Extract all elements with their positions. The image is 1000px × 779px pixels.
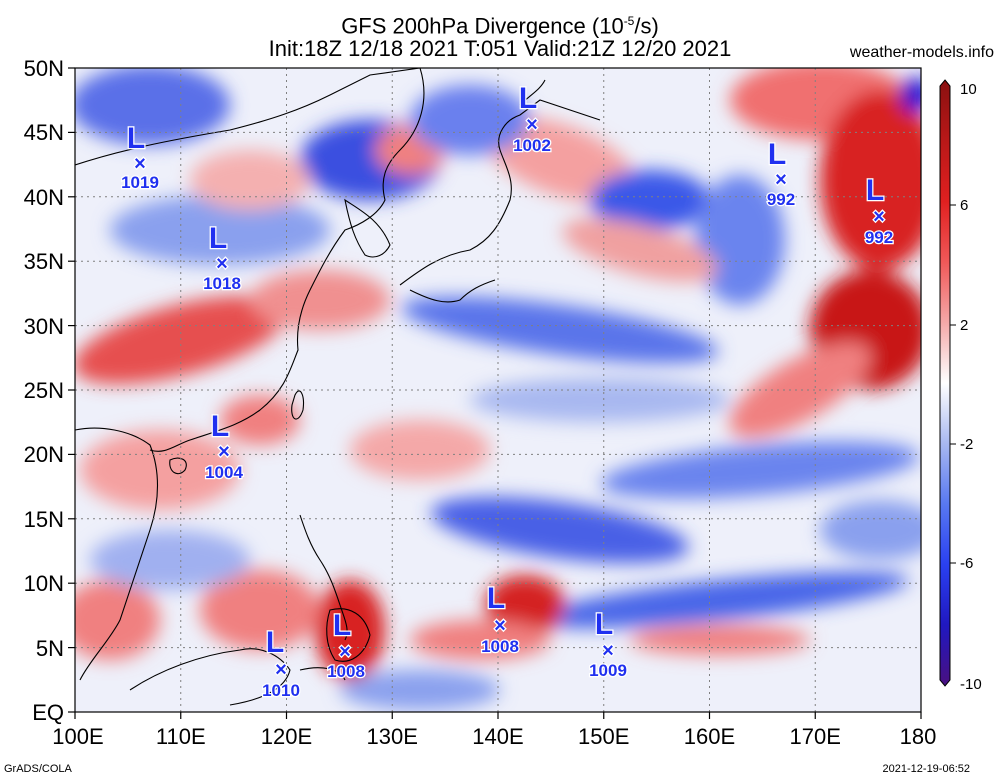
divergence-field <box>75 68 921 712</box>
lat-label: EQ <box>32 700 64 725</box>
colorbar-label: 10 <box>960 81 977 98</box>
pressure-value: 992 <box>865 228 893 247</box>
low-center: L × 1004 <box>204 409 245 484</box>
pressure-value: 1009 <box>589 661 627 680</box>
map-title: GFS 200hPa Divergence (10-5/s) <box>0 8 1000 39</box>
x-mark-icon: × <box>216 253 228 275</box>
lat-label: 45N <box>24 120 64 145</box>
site-credit: weather-models.info <box>849 44 994 61</box>
lat-label: 20N <box>24 442 64 467</box>
low-letter: L <box>487 582 505 615</box>
lat-labels: 50N 45N 40N 35N 30N 25N 20N 15N 10N 5N E… <box>24 56 64 725</box>
pressure-value: 1004 <box>205 463 243 482</box>
lat-label: 5N <box>36 636 64 661</box>
low-center: L × 1002 <box>512 81 552 157</box>
lat-label: 10N <box>24 571 64 596</box>
pressure-centers: L × 1019 L × 1002 L × 992 L × 992 L × 10… <box>120 81 895 702</box>
low-center: L × 1009 <box>588 607 628 682</box>
low-letter: L <box>211 410 229 443</box>
footer-timestamp: 2021-12-19-06:52 <box>882 763 970 775</box>
low-letter: L <box>866 174 884 207</box>
low-letter: L <box>209 222 227 255</box>
lat-label: 15N <box>24 507 64 532</box>
colorbar-label: -2 <box>960 436 973 453</box>
pressure-value: 1002 <box>513 136 551 155</box>
map-subtitle: Init:18Z 12/18 2021 T:051 Valid:21Z 12/2… <box>268 36 732 61</box>
low-center: L × 1008 <box>326 608 366 683</box>
x-mark-icon: × <box>218 441 230 463</box>
lat-label: 40N <box>24 185 64 210</box>
lon-label: 180 <box>900 724 937 749</box>
x-mark-icon: × <box>526 114 538 136</box>
colorbar-scale <box>939 79 951 687</box>
coastlines <box>75 68 601 706</box>
low-letter: L <box>768 138 786 171</box>
colorbar-label: -10 <box>960 676 982 693</box>
lat-label: 35N <box>24 249 64 274</box>
low-center: L × 1019 <box>120 121 160 194</box>
low-center: L × 1010 <box>261 625 301 702</box>
low-center: L × 992 <box>864 173 895 249</box>
low-letter: L <box>595 608 613 641</box>
x-mark-icon: × <box>494 615 506 637</box>
title-prefix: GFS 200hPa Divergence (10 <box>341 13 624 39</box>
low-letter: L <box>127 122 145 155</box>
colorbar-label: -6 <box>960 555 973 572</box>
lat-label: 30N <box>24 314 64 339</box>
title-suffix: /s) <box>634 13 659 39</box>
pressure-value: 1008 <box>327 662 365 681</box>
lon-label: 130E <box>367 724 418 749</box>
colorbar-label: 2 <box>960 317 968 334</box>
colorbar: 10 6 2 -2 -6 -10 <box>939 79 982 693</box>
lon-label: 150E <box>578 724 629 749</box>
footer-credit: GrADS/COLA <box>4 763 72 775</box>
low-center: L × 1018 <box>202 221 242 295</box>
x-mark-icon: × <box>873 206 885 228</box>
lon-label: 170E <box>790 724 841 749</box>
lat-label: 25N <box>24 378 64 403</box>
pressure-value: 1008 <box>481 637 519 656</box>
colorbar-label: 6 <box>960 197 968 214</box>
pressure-value: 1010 <box>262 681 300 700</box>
pressure-value: 992 <box>767 190 795 209</box>
lon-label: 160E <box>684 724 735 749</box>
low-center: L × 992 <box>766 137 797 211</box>
axis-ticks <box>68 67 922 719</box>
x-mark-icon: × <box>602 640 614 662</box>
lon-labels: 100E 110E 120E 130E 140E 150E 160E 170E … <box>52 724 936 749</box>
lon-label: 100E <box>52 724 103 749</box>
title-superscript: -5 <box>623 14 635 28</box>
x-mark-icon: × <box>339 641 351 663</box>
low-letter: L <box>519 82 537 115</box>
x-mark-icon: × <box>275 659 287 681</box>
low-letter: L <box>333 609 351 642</box>
pressure-value: 1019 <box>121 173 159 192</box>
lat-label: 50N <box>24 56 64 81</box>
lon-label: 110E <box>156 724 206 749</box>
low-center: L × 1008 <box>480 581 520 658</box>
pressure-value: 1018 <box>203 274 241 293</box>
lon-label: 120E <box>261 724 312 749</box>
x-mark-icon: × <box>775 169 787 191</box>
lon-label: 140E <box>472 724 523 749</box>
x-mark-icon: × <box>134 153 146 175</box>
low-letter: L <box>266 626 284 659</box>
